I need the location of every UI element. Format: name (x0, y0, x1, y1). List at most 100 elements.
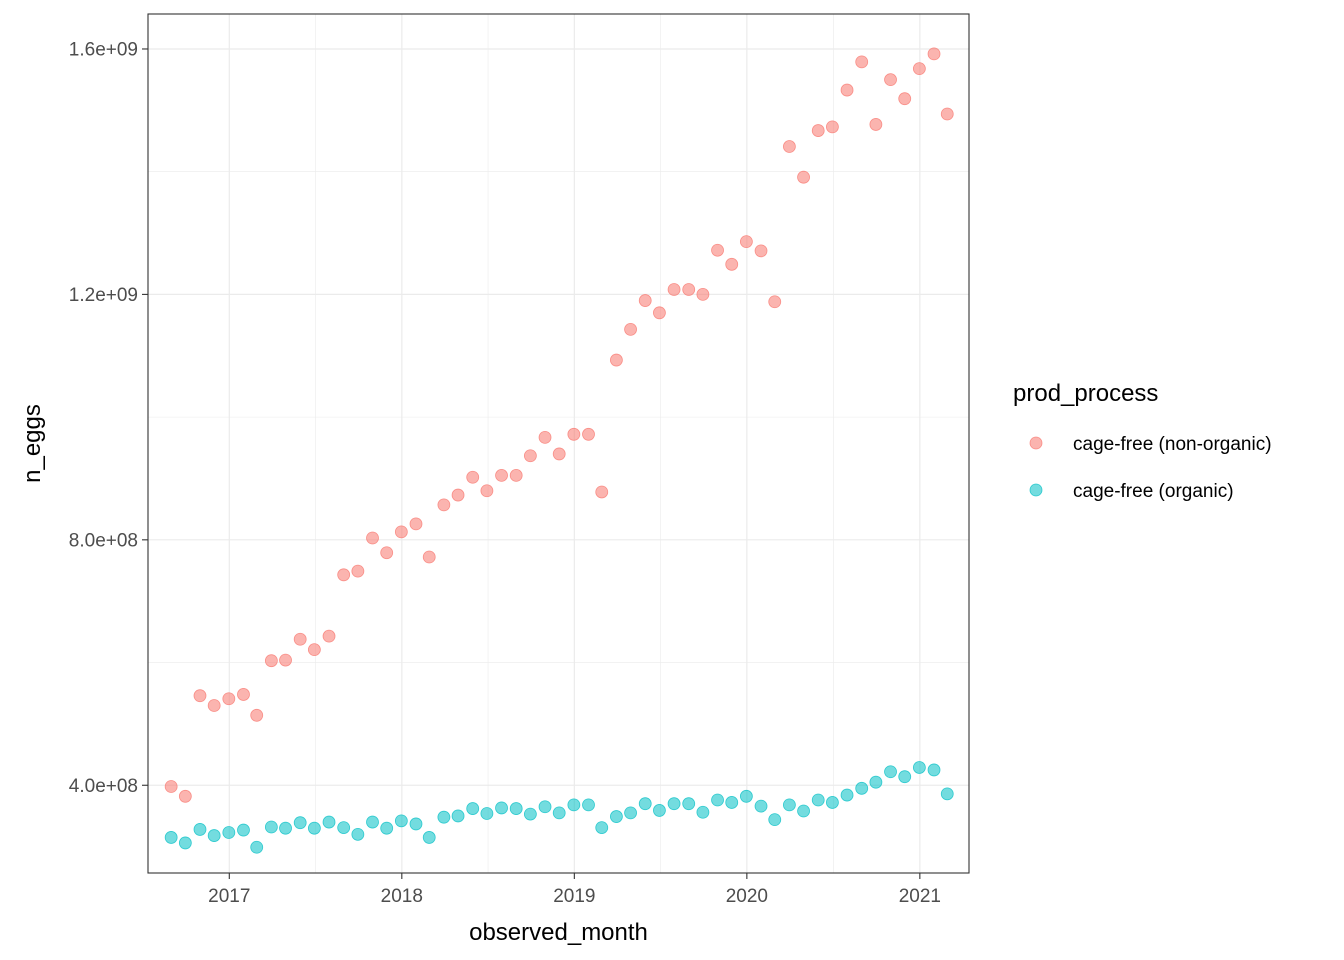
data-point (840, 83, 854, 97)
data-point (495, 801, 508, 815)
data-point (638, 294, 652, 307)
x-tick-label: 2021 (899, 886, 941, 907)
data-point (610, 810, 623, 823)
data-point (250, 708, 264, 722)
data-point (366, 815, 379, 829)
data-point (595, 821, 609, 834)
data-point (193, 689, 207, 703)
data-point (279, 653, 292, 667)
data-point (725, 257, 739, 271)
data-point (624, 806, 637, 820)
data-point (322, 629, 336, 643)
data-point (826, 796, 839, 809)
data-point (898, 770, 912, 784)
data-point (366, 531, 379, 545)
data-point (264, 654, 278, 668)
data-point (509, 469, 523, 482)
legend-key (1029, 483, 1043, 497)
data-point (237, 688, 250, 701)
data-point (797, 804, 810, 818)
data-point (884, 765, 897, 779)
y-axis-title: n_eggs (19, 404, 46, 483)
data-point (567, 427, 581, 441)
data-point (653, 306, 666, 320)
data-point (797, 170, 810, 184)
major-grid (148, 14, 969, 873)
x-axis: 2017 2018 2019 2020 2021 (208, 873, 941, 907)
data-point (754, 799, 768, 813)
data-point (869, 775, 883, 789)
data-point (582, 427, 595, 441)
data-point (351, 564, 365, 578)
data-point (164, 831, 178, 844)
y-tick-label: 1.6e+09 (69, 39, 138, 60)
data-point (178, 836, 192, 850)
x-tick-label: 2018 (381, 886, 423, 907)
data-point (279, 821, 292, 835)
data-point (725, 796, 739, 809)
data-point (437, 498, 451, 512)
data-point (322, 815, 336, 829)
data-point (855, 55, 869, 69)
legend: prod_process cage-free (non-organic) cage… (1013, 380, 1272, 502)
data-point (782, 798, 796, 812)
data-point (840, 788, 854, 802)
data-point (567, 798, 581, 812)
legend-title: prod_process (1013, 380, 1158, 407)
data-point (940, 787, 954, 801)
data-point (394, 525, 408, 539)
data-point (768, 813, 782, 827)
series-organic (164, 761, 954, 854)
y-tick-label: 1.2e+09 (69, 285, 138, 306)
data-point (480, 807, 494, 820)
data-point (250, 840, 264, 854)
data-point (222, 826, 236, 839)
data-point (711, 243, 724, 257)
data-point (782, 140, 796, 153)
data-point (451, 809, 465, 823)
data-point (638, 797, 652, 811)
data-point (451, 488, 465, 502)
data-point (667, 797, 681, 811)
data-points (164, 47, 954, 854)
data-point (754, 244, 768, 258)
minor-grid (148, 14, 969, 873)
data-point (739, 789, 753, 803)
data-point (466, 802, 480, 815)
data-point (624, 322, 637, 336)
data-point (582, 798, 595, 812)
legend-item: cage-free (organic) (1029, 481, 1234, 502)
x-tick-label: 2020 (726, 886, 768, 907)
data-point (207, 699, 221, 712)
x-tick-label: 2017 (208, 886, 250, 907)
data-point (293, 632, 307, 646)
panel-border (147, 13, 970, 874)
data-point (711, 793, 724, 807)
data-point (768, 295, 782, 309)
data-point (207, 829, 221, 842)
data-point (480, 484, 494, 498)
data-point (739, 235, 753, 249)
data-point (653, 804, 666, 817)
data-point (898, 92, 912, 106)
data-point (696, 805, 710, 819)
data-point (826, 120, 839, 134)
y-axis: 4.0e+08 8.0e+08 1.2e+09 1.6e+09 (69, 39, 148, 797)
data-point (495, 469, 508, 482)
data-point (509, 802, 523, 815)
data-point (222, 692, 236, 706)
data-point (927, 47, 941, 61)
data-point (538, 430, 552, 444)
y-tick-label: 8.0e+08 (69, 530, 138, 551)
data-point (523, 807, 537, 821)
data-point (193, 823, 207, 836)
x-axis-title: observed_month (469, 919, 648, 946)
data-point (811, 124, 825, 137)
data-point (178, 789, 192, 803)
data-point (422, 831, 436, 844)
data-point (351, 827, 365, 841)
y-tick-label: 4.0e+08 (69, 776, 138, 797)
legend-label: cage-free (non-organic) (1073, 434, 1272, 455)
data-point (912, 761, 926, 774)
